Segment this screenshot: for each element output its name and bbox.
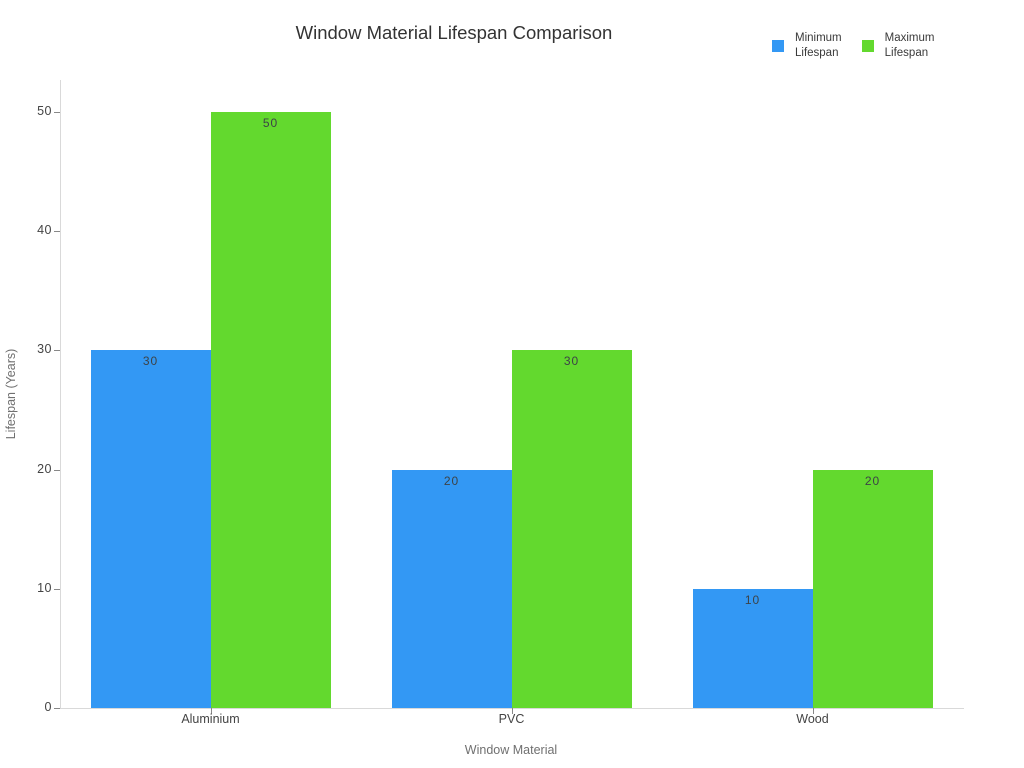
bar-value-minimum-lifespan-wood: 10 — [744, 592, 761, 607]
x-tick-label-wood: Wood — [796, 712, 829, 726]
legend: Minimum Lifespan Maximum Lifespan — [772, 31, 934, 60]
bar-minimum-lifespan-wood — [692, 588, 813, 708]
legend-item-minimum-lifespan: Minimum Lifespan — [772, 31, 842, 60]
bar-value-maximum-lifespan-aluminium: 50 — [262, 116, 279, 130]
x-axis-title: Window Material — [464, 743, 558, 757]
bar-value-minimum-lifespan-aluminium: 30 — [142, 354, 159, 369]
bar-maximum-lifespan-pvc — [511, 350, 632, 708]
bar-maximum-lifespan-wood — [812, 469, 933, 708]
bar-value-maximum-lifespan-pvc: 30 — [563, 354, 580, 369]
chart-title: Window Material Lifespan Comparison — [295, 22, 613, 43]
y-axis-title: Lifespan (Years) — [4, 348, 18, 440]
x-tick-label-aluminium: Aluminium — [181, 712, 240, 726]
y-tick-label-40: 40 — [37, 223, 52, 238]
bar-value-maximum-lifespan-wood: 20 — [864, 473, 881, 488]
y-tick-50 — [54, 112, 60, 113]
y-tick-label-30: 30 — [37, 342, 52, 357]
x-tick-wood — [812, 708, 814, 714]
y-tick-label-10: 10 — [37, 580, 52, 595]
legend-label-maximum-lifespan: Maximum Lifespan — [884, 32, 935, 59]
y-tick-20 — [54, 469, 60, 471]
y-tick-30 — [54, 350, 60, 352]
bar-maximum-lifespan-aluminium — [210, 112, 331, 708]
legend-swatch-maximum-lifespan — [861, 39, 874, 52]
bar-minimum-lifespan-aluminium — [90, 350, 211, 708]
y-tick-label-50: 50 — [37, 104, 52, 118]
y-tick-40 — [54, 231, 60, 233]
y-axis-line — [60, 80, 61, 708]
legend-item-maximum-lifespan: Maximum Lifespan — [861, 31, 935, 60]
bar-minimum-lifespan-pvc — [391, 469, 512, 708]
y-tick-label-20: 20 — [37, 461, 52, 476]
y-tick-10 — [54, 588, 60, 590]
bar-value-minimum-lifespan-pvc: 20 — [443, 473, 460, 488]
y-tick-label-0: 0 — [44, 700, 52, 714]
legend-label-minimum-lifespan: Minimum Lifespan — [795, 32, 842, 59]
x-tick-label-pvc: PVC — [498, 712, 525, 726]
y-tick-0 — [54, 708, 60, 709]
legend-swatch-minimum-lifespan — [772, 39, 784, 52]
x-tick-aluminium — [210, 708, 212, 714]
x-tick-pvc — [511, 708, 513, 714]
